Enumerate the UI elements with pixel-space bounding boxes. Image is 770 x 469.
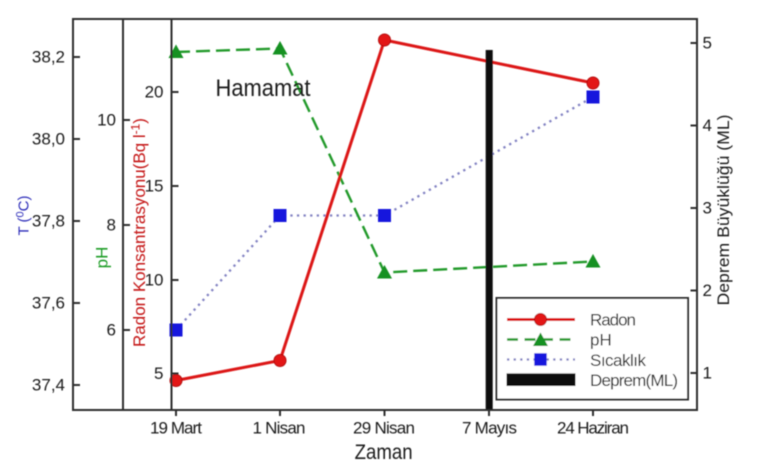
svg-text:Zaman: Zaman [355, 441, 413, 464]
svg-text:pH: pH [93, 247, 112, 269]
svg-text:4: 4 [703, 116, 712, 135]
svg-text:38,0: 38,0 [32, 130, 65, 149]
svg-text:29 Nisan: 29 Nisan [353, 419, 415, 438]
svg-text:1: 1 [703, 364, 712, 383]
svg-text:Hamamat: Hamamat [216, 75, 311, 102]
svg-text:10: 10 [97, 111, 116, 130]
svg-text:5: 5 [703, 34, 712, 53]
svg-text:T (0C): T (0C) [15, 195, 33, 235]
svg-text:37,8: 37,8 [32, 212, 65, 231]
svg-text:37,4: 37,4 [32, 376, 65, 395]
svg-text:Radon: Radon [590, 311, 636, 330]
svg-text:37,6: 37,6 [32, 294, 65, 313]
svg-text:7 Mayıs: 7 Mayıs [462, 419, 517, 438]
svg-text:24 Haziran: 24 Haziran [557, 419, 629, 438]
svg-text:Deprem(ML): Deprem(ML) [590, 371, 678, 390]
svg-text:10: 10 [145, 271, 164, 290]
svg-text:6: 6 [107, 321, 116, 340]
svg-text:3: 3 [703, 199, 712, 218]
svg-text:pH: pH [590, 331, 612, 350]
svg-text:5: 5 [154, 364, 163, 383]
svg-text:Deprem Büyüklüğü (ML): Deprem Büyüklüğü (ML) [714, 115, 733, 306]
svg-text:1 Nisan: 1 Nisan [253, 419, 306, 438]
svg-text:2: 2 [703, 281, 712, 300]
svg-text:8: 8 [107, 216, 116, 235]
svg-text:38,2: 38,2 [32, 48, 65, 67]
svg-text:Sıcaklık: Sıcaklık [590, 351, 647, 370]
svg-text:20: 20 [145, 83, 164, 102]
svg-text:19 Mart: 19 Mart [150, 419, 202, 438]
svg-text:Radon Konsantrasyonu(Bq l-1): Radon Konsantrasyonu(Bq l-1) [129, 118, 150, 347]
svg-text:15: 15 [145, 177, 164, 196]
